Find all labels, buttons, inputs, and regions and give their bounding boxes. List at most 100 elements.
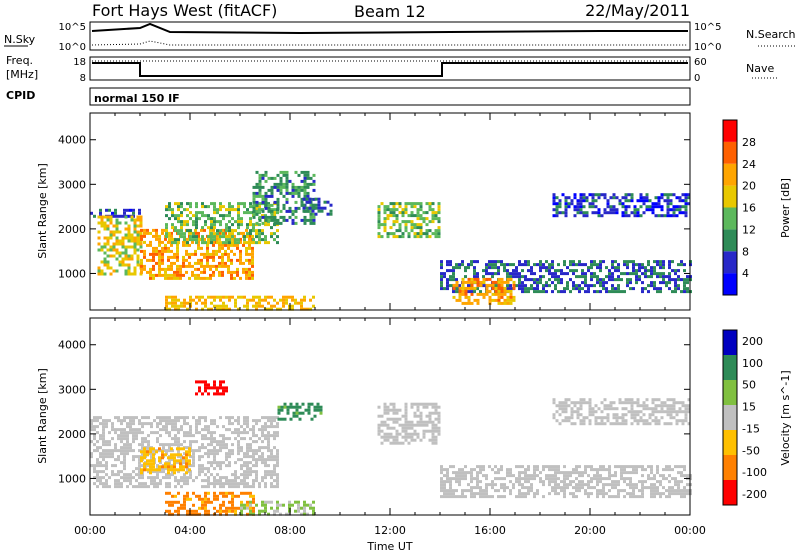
echo-cell-4: [303, 188, 307, 192]
echo-cell-7: [530, 489, 533, 493]
echo-cell-6: [401, 441, 405, 445]
echo-cell-0: [147, 434, 150, 438]
echo-cell-8: [440, 272, 443, 276]
echo-cell-0: [204, 473, 207, 477]
echo-cell-5: [270, 500, 273, 504]
echo-cell-2: [210, 386, 213, 390]
echo-cell-5: [317, 206, 321, 210]
echo-cell-6: [398, 417, 402, 421]
echo-cell-5: [317, 203, 321, 207]
echo-cell-8: [636, 422, 640, 426]
echo-cell-3: [249, 220, 252, 224]
echo-cell-2: [212, 228, 215, 232]
echo-cell-7: [617, 492, 620, 496]
echo-cell-6: [383, 411, 387, 415]
echo-cell-7: [485, 489, 488, 493]
echo-cell-7: [395, 220, 399, 224]
echo-cell-0: [228, 464, 231, 468]
echo-cell-0: [147, 446, 150, 450]
colorbar-block: [723, 251, 737, 274]
echo-cell-7: [557, 486, 560, 490]
echo-cell-6: [410, 438, 414, 442]
echo-cell-2: [224, 249, 227, 253]
echo-cell-7: [596, 477, 599, 481]
echo-cell-6: [380, 420, 384, 424]
echo-cell-7: [680, 489, 683, 493]
echo-cell-8: [443, 272, 446, 276]
echo-cell-1: [167, 462, 170, 466]
echo-cell-7: [584, 492, 587, 496]
echo-cell-2: [219, 392, 222, 396]
echo-cell-1: [115, 251, 119, 255]
echo-cell-7: [566, 471, 569, 475]
echo-cell-4: [261, 197, 265, 201]
echo-cell-0: [144, 440, 147, 444]
echo-cell-10: [597, 214, 601, 218]
echo-cell-0: [255, 470, 258, 474]
echo-cell-8: [647, 275, 650, 279]
echo-cell-7: [629, 477, 632, 481]
echo-cell-7: [431, 220, 435, 224]
echo-cell-4: [261, 215, 265, 219]
echo-cell-1: [188, 459, 191, 463]
echo-cell-7: [608, 477, 611, 481]
echo-cell-10: [657, 214, 661, 218]
echo-cell-8: [629, 287, 632, 291]
echo-cell-8: [548, 263, 551, 267]
echo-cell-10: [642, 199, 646, 203]
echo-cell-7: [419, 229, 423, 233]
echo-cell-10: [642, 196, 646, 200]
echo-cell-4: [186, 509, 189, 513]
echo-cell-9: [488, 295, 492, 299]
echo-cell-2: [179, 264, 182, 268]
echo-cell-8: [605, 290, 608, 294]
echo-cell-0: [204, 479, 207, 483]
echo-cell-0: [96, 479, 99, 483]
echo-cell-6: [425, 420, 429, 424]
echo-cell-0: [234, 470, 237, 474]
echo-cell-8: [672, 401, 676, 405]
echo-cell-0: [201, 479, 204, 483]
echo-cell-3: [168, 205, 171, 209]
echo-cell-4: [246, 512, 249, 516]
echo-cell-0: [129, 428, 132, 432]
echo-cell-3: [313, 405, 317, 409]
echo-cell-8: [687, 410, 691, 414]
echo-cell-7: [542, 480, 545, 484]
echo-cell-0: [186, 479, 189, 483]
echo-cell-5: [329, 212, 333, 216]
echo-cell-7: [593, 474, 596, 478]
echo-cell-6: [383, 435, 387, 439]
echo-cell-3: [222, 214, 225, 218]
echo-cell-7: [629, 492, 632, 496]
echo-cell-0: [252, 431, 255, 435]
echo-cell-0: [189, 473, 192, 477]
echo-cell-9: [497, 298, 501, 302]
echo-cell-2: [248, 270, 251, 274]
echo-cell-6: [407, 432, 411, 436]
echo-cell-9: [506, 301, 510, 305]
echo-cell-10: [564, 211, 568, 215]
echo-cell-8: [485, 266, 488, 270]
echo-cell-2: [209, 228, 212, 232]
echo-cell-0: [93, 464, 96, 468]
echo-cell-3: [307, 411, 311, 415]
echo-cell-2: [170, 234, 173, 238]
echo-cell-10: [579, 199, 583, 203]
echo-cell-2: [230, 258, 233, 262]
echo-cell-8: [572, 287, 575, 291]
echo-cell-3: [237, 205, 240, 209]
echo-cell-8: [575, 263, 578, 267]
echo-cell-2: [221, 255, 224, 259]
echo-cell-0: [180, 455, 183, 459]
echo-cell-9: [503, 298, 507, 302]
echo-cell-0: [96, 416, 99, 420]
echo-cell-8: [539, 281, 542, 285]
echo-cell-6: [392, 426, 396, 430]
echo-cell-0: [177, 455, 180, 459]
echo-cell-1: [97, 215, 101, 219]
echo-cell-0: [231, 479, 234, 483]
echo-cell-2: [213, 383, 216, 387]
echo-cell-3: [177, 241, 180, 245]
echo-cell-2: [204, 380, 207, 384]
